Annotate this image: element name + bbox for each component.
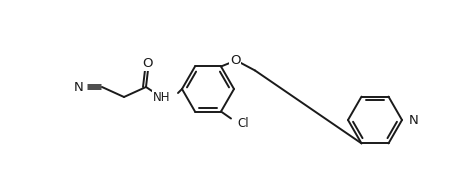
Text: N: N — [74, 80, 84, 94]
Text: O: O — [230, 54, 240, 67]
Text: N: N — [409, 114, 419, 126]
Text: Cl: Cl — [237, 117, 249, 130]
Text: O: O — [142, 56, 152, 69]
Text: NH: NH — [152, 90, 170, 104]
